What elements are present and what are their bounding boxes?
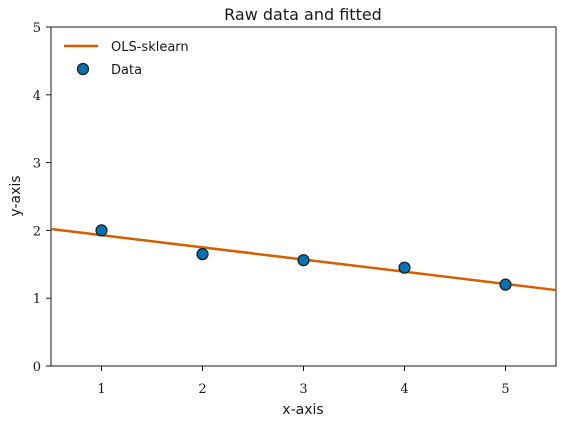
x-tick-label: 2 [198, 382, 206, 397]
legend: OLS-sklearn Data [64, 40, 189, 78]
y-axis-label: y-axis [8, 175, 24, 216]
data-point [398, 261, 411, 274]
data-point [499, 278, 512, 291]
y-tick-label: 0 [33, 360, 41, 375]
data-point [297, 254, 310, 267]
chart-title: Raw data and fitted [224, 5, 382, 24]
legend-label-data: Data [111, 63, 142, 78]
x-tick-label: 3 [299, 382, 307, 397]
y-tick-label: 1 [33, 292, 41, 307]
y-tick-label: 2 [33, 224, 41, 239]
series-layer [50, 224, 557, 292]
x-tick-label: 4 [400, 382, 408, 397]
plot-frame [50, 26, 557, 367]
y-tick-label: 3 [33, 157, 41, 172]
legend-label-ols: OLS-sklearn [111, 40, 189, 55]
y-axis-ticks: 0 1 2 3 4 5 [33, 21, 51, 375]
x-axis-ticks: 1 2 3 4 5 [97, 366, 510, 397]
legend-marker-swatch [76, 62, 90, 76]
x-axis-label: x-axis [282, 402, 323, 418]
x-tick-label: 5 [501, 382, 509, 397]
x-tick-label: 1 [97, 382, 105, 397]
y-tick-label: 5 [33, 21, 41, 36]
data-point [196, 248, 209, 261]
y-tick-label: 4 [33, 89, 41, 104]
data-point [95, 224, 108, 237]
plot-area [50, 26, 557, 367]
